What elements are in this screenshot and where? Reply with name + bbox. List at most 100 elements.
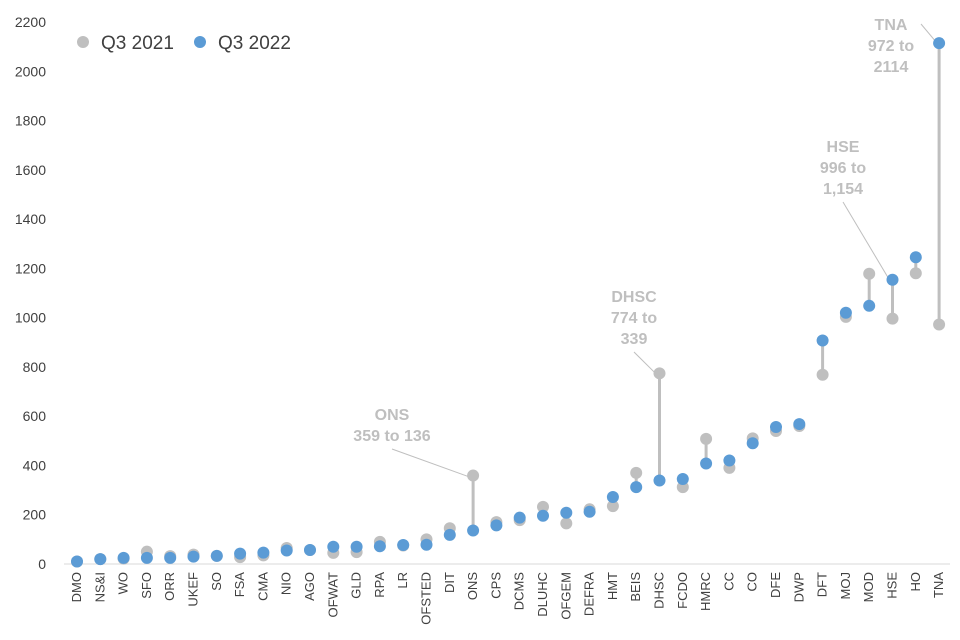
x-tick-label: OFWAT bbox=[325, 572, 340, 618]
annotation-tna-line: TNA bbox=[875, 17, 908, 34]
x-tick-label: MOD bbox=[861, 572, 876, 602]
x-tick-label: HO bbox=[908, 572, 923, 592]
x-tick-label: CPS bbox=[488, 572, 503, 599]
annotation-ons-line: 359 to 136 bbox=[353, 428, 430, 445]
annotation-dhsc-line: 774 to bbox=[611, 310, 657, 327]
point-q3-2021-tna bbox=[933, 318, 946, 331]
point-q3-2021-beis bbox=[630, 466, 643, 479]
point-q3-2022-orr bbox=[164, 551, 177, 564]
annotation-ons-line: ONS bbox=[375, 407, 410, 424]
point-q3-2022-ofwat bbox=[327, 540, 340, 553]
annotation-dhsc-line: DHSC bbox=[611, 289, 657, 306]
point-q3-2022-dmo bbox=[71, 555, 83, 568]
x-axis: DMO NS&I WO SFO ORR UKEF SO FSA CMA NIO AGO OFWAT GL… bbox=[64, 563, 950, 625]
point-q3-2022-ofsted bbox=[420, 538, 433, 551]
x-tick-label: OFSTED bbox=[419, 572, 434, 625]
point-q3-2021-hse bbox=[886, 312, 899, 325]
x-tick-label: HSE bbox=[885, 572, 900, 599]
point-q3-2022-dfe bbox=[770, 421, 782, 434]
point-q3-2022-rpa bbox=[373, 540, 386, 553]
point-q3-2022-ofgem bbox=[560, 506, 573, 519]
annotation-hse-line: 996 to bbox=[820, 160, 866, 177]
point-q3-2022-ukef bbox=[187, 550, 200, 563]
annotation-hse-line: HSE bbox=[827, 139, 860, 156]
x-tick-label: BEIS bbox=[628, 572, 643, 602]
point-q3-2022-defra bbox=[583, 505, 596, 518]
y-tick-label: 1200 bbox=[15, 260, 46, 276]
point-q3-2021-dhsc bbox=[653, 367, 666, 380]
x-tick-label: LR bbox=[395, 572, 410, 589]
x-tick-label: DFT bbox=[815, 572, 830, 597]
point-q3-2022-dcms bbox=[513, 511, 526, 524]
point-q3-2022-ns-i bbox=[94, 553, 107, 566]
x-tick-label: HMRC bbox=[698, 572, 713, 611]
point-q3-2022-fsa bbox=[234, 547, 247, 560]
y-tick-label: 1400 bbox=[15, 211, 46, 227]
y-tick-label: 400 bbox=[23, 457, 47, 473]
x-tick-label: RPA bbox=[372, 572, 387, 598]
point-q3-2021-mod bbox=[863, 267, 876, 280]
y-tick-label: 2000 bbox=[15, 63, 46, 79]
x-tick-label: UKEF bbox=[186, 572, 201, 607]
point-q3-2022-ago bbox=[304, 543, 316, 556]
point-q3-2022-tna bbox=[933, 37, 946, 50]
point-q3-2022-beis bbox=[630, 481, 643, 494]
point-q3-2022-lr bbox=[397, 539, 410, 552]
leader-hse bbox=[842, 201, 891, 282]
x-tick-label: SO bbox=[209, 572, 224, 591]
x-tick-label: DMO bbox=[69, 572, 84, 602]
x-tick-label: GLD bbox=[349, 572, 364, 599]
point-q3-2022-hmrc bbox=[700, 457, 713, 470]
point-q3-2021-ons bbox=[467, 469, 480, 482]
y-tick-label: 200 bbox=[23, 507, 47, 523]
legend-marker-q3-2022 bbox=[194, 36, 206, 48]
legend-label-q3-2021: Q3 2021 bbox=[101, 33, 174, 54]
annotation-hse-line: 1,154 bbox=[823, 181, 863, 198]
point-q3-2021-ho bbox=[909, 267, 922, 280]
y-tick-label: 1600 bbox=[15, 162, 46, 178]
x-tick-label: OFGEM bbox=[558, 572, 573, 620]
x-tick-label: SFO bbox=[139, 572, 154, 599]
x-tick-label: DEFRA bbox=[582, 572, 597, 616]
point-q3-2021-hmt bbox=[606, 500, 619, 513]
point-q3-2022-dft bbox=[816, 334, 829, 347]
legend-label-q3-2022: Q3 2022 bbox=[218, 33, 291, 54]
point-q3-2022-cma bbox=[257, 546, 270, 559]
y-tick-label: 0 bbox=[38, 556, 46, 572]
x-tick-label: DWP bbox=[791, 572, 806, 602]
x-tick-label: CC bbox=[721, 572, 736, 591]
y-axis-ticks: 0 200 400 600 800 1000 1200 1400 1600 1800 2000 220… bbox=[15, 14, 46, 572]
x-tick-label: CMA bbox=[255, 572, 270, 601]
point-q3-2021-dluhc bbox=[537, 500, 549, 513]
connectors bbox=[122, 43, 941, 559]
point-q3-2022-co bbox=[746, 437, 759, 450]
point-q3-2022-cc bbox=[723, 454, 736, 467]
y-tick-label: 600 bbox=[23, 408, 47, 424]
x-tick-label: CO bbox=[745, 572, 760, 592]
point-q3-2021-ofgem bbox=[560, 517, 573, 530]
annotations: ONS 359 to 136 DHSC 774 to 339 HSE 996 to 1,154… bbox=[353, 17, 914, 445]
point-q3-2022-fcdo bbox=[676, 473, 689, 486]
annotation-tna-line: 2114 bbox=[874, 59, 909, 76]
data-points bbox=[71, 37, 946, 568]
y-tick-label: 1000 bbox=[15, 310, 46, 326]
y-tick-label: 800 bbox=[23, 359, 47, 375]
annotation-leaders bbox=[391, 23, 938, 479]
x-tick-label: FCDO bbox=[675, 572, 690, 609]
point-q3-2022-dwp bbox=[793, 418, 806, 431]
point-q3-2022-ons bbox=[467, 524, 480, 537]
x-tick-label: TNA bbox=[931, 572, 946, 598]
point-q3-2021-dft bbox=[816, 368, 829, 381]
x-tick-label: DHSC bbox=[652, 572, 667, 609]
x-tick-label: DLUHC bbox=[535, 572, 550, 617]
point-q3-2022-ho bbox=[909, 251, 922, 264]
x-tick-label: AGO bbox=[302, 572, 317, 601]
point-q3-2022-hmt bbox=[606, 490, 619, 503]
point-q3-2022-moj bbox=[839, 306, 852, 319]
x-tick-label: DCMS bbox=[512, 572, 527, 611]
x-tick-label: NS&I bbox=[92, 572, 107, 602]
annotation-tna-line: 972 to bbox=[868, 38, 914, 55]
x-tick-label: WO bbox=[116, 572, 131, 594]
leader-ons bbox=[391, 448, 472, 479]
annotation-dhsc-line: 339 bbox=[621, 331, 648, 348]
